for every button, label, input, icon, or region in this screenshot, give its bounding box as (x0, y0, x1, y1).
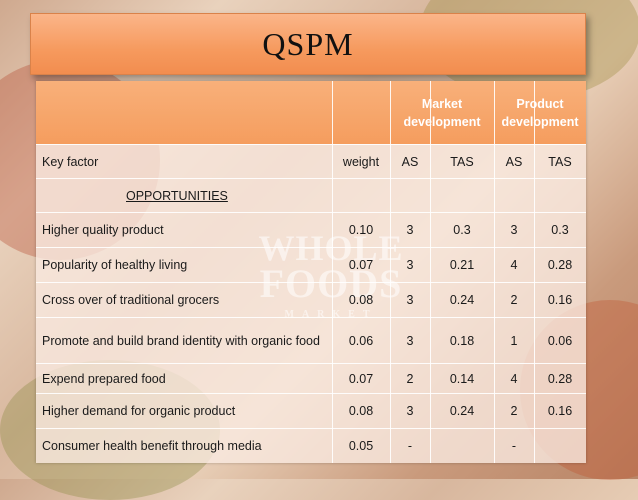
row-as-product: 4 (510, 258, 518, 272)
row-tas-market: 0.3 (453, 223, 471, 237)
row-factor: Consumer health benefit through media (42, 439, 262, 453)
row-tas-market: 0.21 (449, 258, 475, 272)
column-tas-product: TAS (548, 154, 572, 169)
row-as-product: 1 (510, 333, 518, 348)
row-tas-product: 0.28 (547, 258, 573, 272)
column-tas-market: TAS (450, 154, 474, 169)
whole-foods-watermark: WHOLE FOODS MARKET (258, 228, 404, 320)
qspm-table: WHOLE FOODS MARKET Market development Pr… (36, 81, 586, 463)
row-tas-market (430, 429, 494, 464)
row-factor: Higher quality product (42, 223, 164, 237)
table-row: Cross over of traditional grocers 0.08 3… (36, 282, 586, 318)
column-divider (332, 81, 333, 463)
row-as-product: 2 (510, 293, 518, 307)
row-tas-product: 0.16 (547, 404, 573, 418)
row-tas-product: 0.16 (547, 293, 573, 307)
title-bar: QSPM (30, 13, 586, 75)
table-header-row: Market development Product development (36, 81, 586, 144)
row-as-product: 2 (510, 404, 518, 418)
row-tas-market: 0.18 (449, 333, 475, 348)
row-weight: 0.08 (348, 404, 374, 418)
row-tas-product: 0.06 (547, 333, 573, 348)
row-as-market: 3 (406, 293, 414, 307)
row-factor: Promote and build brand identity with or… (42, 333, 320, 348)
row-tas-product (534, 429, 586, 464)
table-row: Expend prepared food 0.07 2 0.14 4 0.28 (36, 363, 586, 394)
header-market-development: Market development (403, 96, 481, 129)
table-row: Consumer health benefit through media 0.… (36, 428, 586, 464)
table-row: Higher demand for organic product 0.08 3… (36, 393, 586, 429)
slide-title: QSPM (262, 25, 354, 62)
column-label-row: Key factor weight AS TAS AS TAS (36, 144, 586, 179)
table-row: Higher quality product 0.10 3 0.3 3 0.3 (36, 212, 586, 248)
column-divider (430, 81, 431, 463)
row-as-product: 3 (510, 223, 518, 237)
column-divider (494, 81, 495, 463)
column-as-product: AS (505, 154, 523, 169)
row-weight: 0.06 (348, 333, 374, 348)
row-as-market: 3 (406, 223, 414, 237)
row-factor: Expend prepared food (42, 371, 166, 386)
row-weight: 0.07 (348, 258, 374, 272)
column-divider (390, 81, 391, 463)
row-as-market: 3 (406, 333, 414, 348)
row-as-market: 3 (406, 258, 414, 272)
row-as-product: - (511, 439, 517, 453)
row-tas-product: 0.28 (547, 371, 573, 386)
row-tas-market: 0.14 (449, 371, 475, 386)
row-as-product: 4 (510, 371, 518, 386)
row-weight: 0.08 (348, 293, 374, 307)
section-row: OPPORTUNITIES (36, 178, 586, 213)
column-as-market: AS (401, 154, 419, 169)
row-as-market: - (407, 439, 413, 453)
row-as-market: 3 (406, 404, 414, 418)
row-weight: 0.05 (348, 439, 374, 453)
header-product-development: Product development (501, 96, 579, 129)
section-opportunities-label: OPPORTUNITIES (126, 188, 228, 203)
table-row: Promote and build brand identity with or… (36, 317, 586, 364)
row-factor: Higher demand for organic product (42, 404, 236, 418)
row-weight: 0.07 (348, 371, 374, 386)
column-divider (534, 81, 535, 463)
row-factor: Popularity of healthy living (42, 258, 188, 272)
row-tas-market: 0.24 (449, 404, 475, 418)
row-as-market: 2 (406, 371, 414, 386)
table-row: Popularity of healthy living 0.07 3 0.21… (36, 247, 586, 283)
column-weight: weight (342, 154, 380, 169)
row-factor: Cross over of traditional grocers (42, 293, 220, 307)
column-key-factor: Key factor (42, 154, 99, 169)
row-tas-market: 0.24 (449, 293, 475, 307)
row-weight: 0.10 (348, 223, 374, 237)
row-tas-product: 0.3 (551, 223, 569, 237)
